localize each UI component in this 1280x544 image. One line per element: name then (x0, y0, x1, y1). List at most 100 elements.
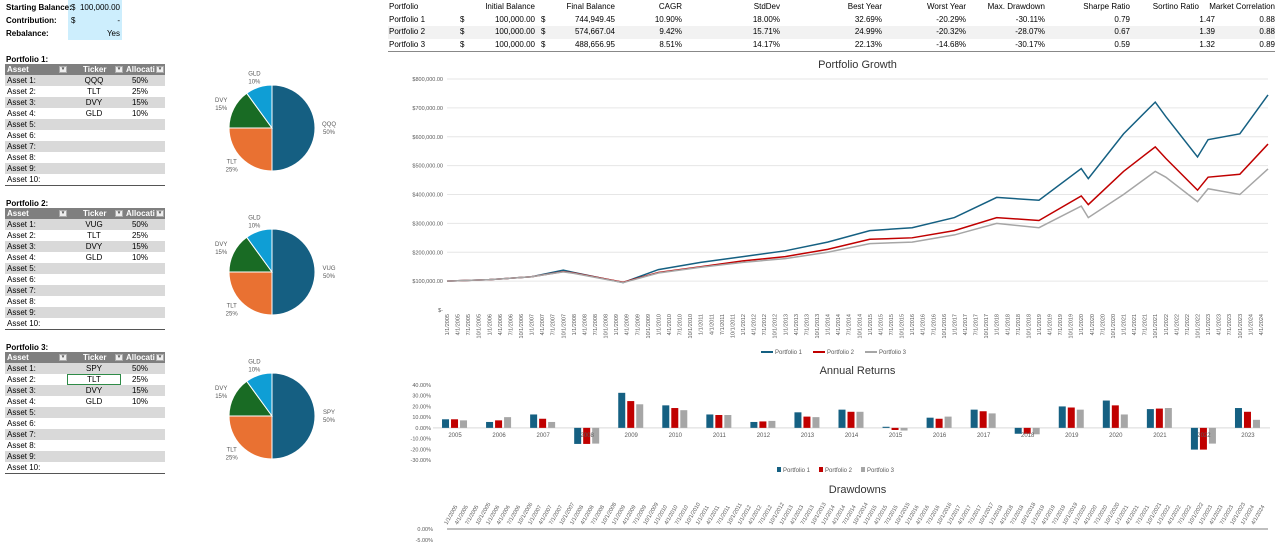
y-tick-label: 20.00% (412, 404, 431, 410)
currency-symbol: $ (71, 16, 76, 25)
ticker-cell[interactable]: DVY (85, 98, 103, 107)
category-label: 2005 (448, 433, 462, 439)
ticker-cell[interactable]: QQQ (84, 76, 104, 85)
stats-header: Sortino Ratio (1152, 2, 1199, 11)
stats-cell: 100,000.00 (494, 27, 535, 36)
annual-returns-title: Annual Returns (819, 365, 896, 377)
series-line (446, 168, 1269, 284)
filter-dropdown-icon[interactable]: ▾ (115, 66, 123, 73)
allocation-cell[interactable]: 15% (131, 98, 148, 107)
allocation-cell[interactable]: 50% (131, 76, 148, 85)
asset-label: Asset 4: (7, 397, 36, 406)
x-tick-label: 4/1/2011 (709, 314, 715, 335)
filter-dropdown-icon[interactable]: ▾ (115, 210, 123, 217)
stats-cell: -20.32% (936, 27, 966, 36)
x-tick-label: 10/1/2017 (984, 314, 990, 338)
bar (1023, 427, 1031, 434)
pie-value-label: 10% (248, 368, 261, 374)
stats-header: Sharpe Ratio (1083, 2, 1130, 11)
category-label: 2011 (713, 433, 727, 439)
allocation-cell[interactable]: 25% (131, 87, 148, 96)
allocation-pie-chart: SPY 50% TLT 25% DVY 15% GLD 10% (215, 360, 336, 462)
y-tick-label: -10.00% (411, 437, 432, 443)
allocation-cell[interactable]: 50% (131, 220, 148, 229)
filter-dropdown-icon[interactable]: ▾ (156, 354, 164, 361)
x-tick-label: 10/1/2021 (1153, 314, 1159, 338)
y-tick-label: $200,000.00 (412, 250, 443, 256)
category-label: 2023 (1241, 433, 1255, 439)
filter-dropdown-icon[interactable]: ▾ (156, 66, 164, 73)
filter-dropdown-icon[interactable]: ▾ (115, 354, 123, 361)
x-tick-label: 10/1/2013 (815, 314, 821, 338)
ticker-cell[interactable]: TLT (67, 374, 121, 385)
starting-balance-label: Starting Balance: (6, 3, 72, 12)
asset-label: Asset 5: (7, 264, 36, 273)
filter-dropdown-icon[interactable]: ▾ (59, 210, 67, 217)
x-tick-label: 7/1/2017 (974, 314, 980, 335)
bar (803, 416, 811, 428)
bar (1155, 408, 1163, 428)
x-tick-label: 4/1/2013 (794, 314, 800, 335)
x-tick-label: 1/1/2011 (699, 314, 705, 335)
rebalance-cell[interactable]: Yes (106, 29, 120, 38)
stats-cell: $ (541, 27, 546, 36)
ticker-cell[interactable]: GLD (85, 109, 103, 118)
stats-header: Final Balance (566, 2, 615, 11)
allocation-cell[interactable]: 25% (131, 375, 148, 384)
table-header: Asset ▾ Ticker ▾ Allocatio ▾ (5, 208, 165, 219)
x-tick-label: 7/1/2012 (762, 314, 768, 335)
ticker-cell[interactable]: GLD (85, 253, 103, 262)
pie-label: TLT (227, 303, 238, 309)
legend-label: Portfolio 1 (775, 350, 803, 356)
category-label: 2008 (581, 433, 595, 439)
table-header: Asset ▾ Ticker ▾ Allocatio ▾ (5, 352, 165, 363)
x-tick-label: 7/1/2020 (1100, 314, 1106, 335)
allocation-cell[interactable]: 10% (131, 253, 148, 262)
ticker-cell[interactable]: TLT (87, 87, 101, 96)
bar (495, 420, 503, 428)
stats-cell: 0.88 (1259, 27, 1275, 36)
stats-cell: 574,667.04 (574, 27, 615, 36)
filter-dropdown-icon[interactable]: ▾ (156, 210, 164, 217)
header-asset: Asset (7, 353, 29, 362)
pie-label: GLD (248, 216, 261, 222)
asset-label: Asset 9: (7, 308, 36, 317)
ticker-cell[interactable]: SPY (85, 364, 102, 373)
allocation-cell[interactable]: 25% (131, 231, 148, 240)
x-tick-label: 7/1/2006 (508, 314, 514, 335)
ticker-cell[interactable]: DVY (85, 386, 103, 395)
asset-label: Asset 6: (7, 275, 36, 284)
ticker-cell[interactable]: GLD (85, 397, 103, 406)
x-tick-label: 7/1/2019 (1058, 314, 1064, 335)
filter-dropdown-icon[interactable]: ▾ (59, 354, 67, 361)
allocation-cell[interactable]: 10% (131, 397, 148, 406)
contribution-cell[interactable]: - (117, 16, 120, 25)
allocation-cell[interactable]: 50% (131, 364, 148, 373)
asset-label: Asset 7: (7, 286, 36, 295)
stats-header: Market Correlation (1209, 2, 1275, 11)
category-label: 2019 (1065, 433, 1079, 439)
bar (662, 405, 670, 428)
x-tick-label: 7/1/2007 (551, 314, 557, 335)
y-tick-label: -5.00% (416, 538, 434, 544)
stats-cell: -28.07% (1015, 27, 1045, 36)
x-tick-label: 7/1/2010 (678, 314, 684, 335)
table-row: Asset 2: TLT 25% (5, 374, 165, 385)
stats-cell: $ (460, 14, 465, 24)
allocation-cell[interactable]: 15% (131, 386, 148, 395)
allocation-cell[interactable]: 15% (131, 242, 148, 251)
stats-cell: Portfolio 3 (389, 39, 426, 49)
table-row: Asset 2: TLT 25% (5, 86, 165, 97)
allocation-pie-chart: QQQ 50% TLT 25% DVY 15% GLD 10% (215, 72, 336, 174)
ticker-cell[interactable]: TLT (87, 231, 101, 240)
filter-dropdown-icon[interactable]: ▾ (59, 66, 67, 73)
header-ticker: Ticker (83, 353, 107, 362)
ticker-cell[interactable]: DVY (85, 242, 103, 251)
x-tick-label: 1/1/2005 (445, 314, 451, 335)
allocation-cell[interactable]: 10% (131, 109, 148, 118)
ticker-cell[interactable]: VUG (85, 220, 103, 229)
starting-balance-cell[interactable]: 100,000.00 (79, 3, 120, 12)
header-allocation: Allocatio (126, 65, 155, 74)
drawdowns-chart: 1/1/20054/1/20057/1/200510/1/20051/1/200… (416, 502, 1268, 544)
x-tick-label: 7/1/2008 (593, 314, 599, 335)
